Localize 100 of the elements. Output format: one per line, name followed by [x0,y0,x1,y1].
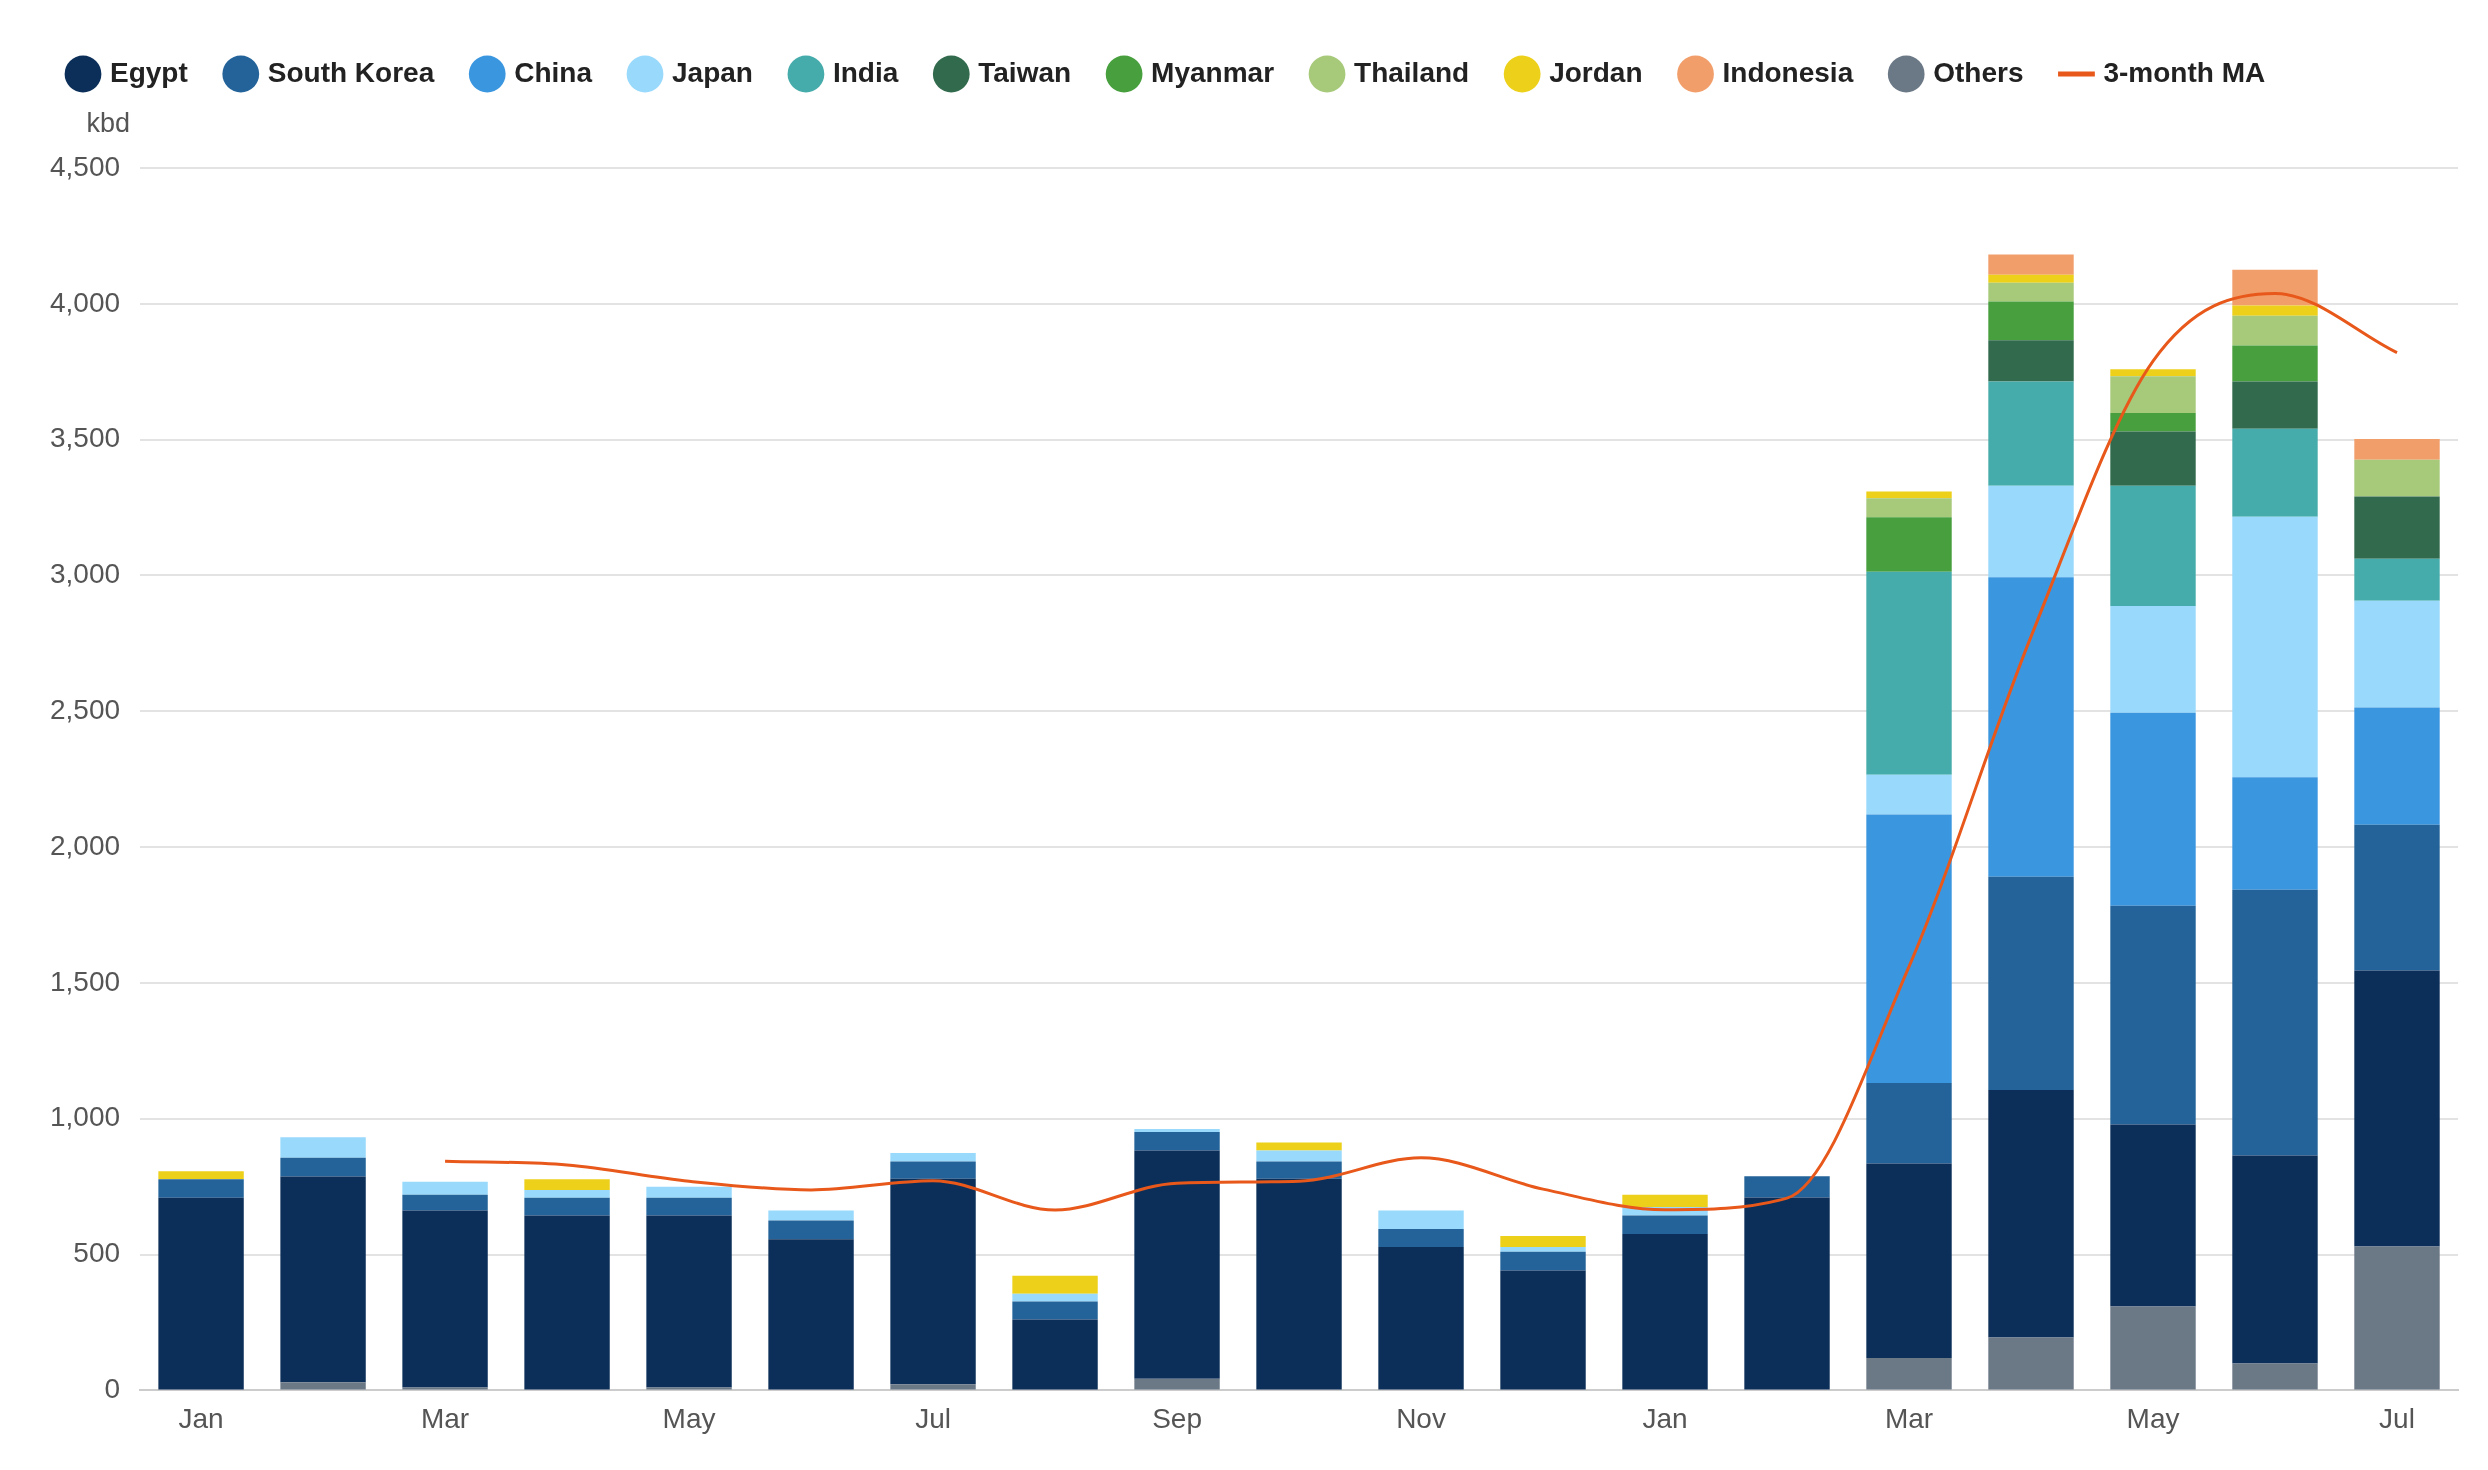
bar [2110,1306,2196,1390]
legend-label: Myanmar [1151,56,1275,88]
bar [1988,1089,2074,1338]
bar [1988,381,2074,486]
legend-label: Egypt [110,56,188,88]
bar [524,1197,610,1216]
bar [1012,1319,1098,1390]
bar [2232,516,2318,778]
bar [524,1215,610,1390]
y-tick-label: 3,500 [49,422,121,454]
x-tick-label: Nov [1396,1402,1446,1434]
legend-label: Japan [672,56,753,88]
y-tick-label: 4,000 [49,286,121,318]
bar [1500,1251,1586,1271]
bar [2232,777,2318,890]
y-tick-label: 500 [73,1237,121,1269]
bar [2354,707,2440,825]
y-tick-label: 0 [104,1373,121,1405]
bar [768,1210,854,1221]
legend-label: Others [1933,56,2024,88]
bar [646,1186,732,1198]
x-tick-label: May [2126,1402,2180,1434]
x-tick-label: Mar [420,1402,470,1434]
bar [280,1382,366,1390]
bar [1500,1270,1586,1390]
bar [158,1179,244,1198]
x-tick-label: Mar [1884,1402,1934,1434]
y-tick-label: 2,500 [49,694,121,726]
legend-label: Thailand [1354,56,1470,88]
bar [2232,381,2318,429]
bar [1744,1176,1830,1198]
bar [1256,1150,1342,1162]
bar [2110,605,2196,713]
bar [768,1239,854,1390]
bar [1866,1358,1952,1390]
bar [280,1157,366,1177]
bar [2354,600,2440,708]
bar [402,1210,488,1388]
bar [2232,1363,2318,1390]
bar [768,1220,854,1240]
bar [646,1215,732,1388]
bar [1744,1197,1830,1390]
bar [2110,369,2196,377]
bar [1256,1161,1342,1179]
bar [2354,824,2440,971]
bar [280,1137,366,1158]
bar [158,1171,244,1180]
bar [646,1197,732,1216]
bar [1256,1142,1342,1151]
y-tick-label: 2,000 [49,829,121,861]
x-tick-label: Jan [178,1402,224,1434]
bar [1988,876,2074,1090]
x-tick-label: Jul [2379,1402,2415,1434]
bar [2110,413,2196,432]
bar [890,1152,976,1162]
bar [1256,1178,1342,1390]
bar [1622,1194,1708,1208]
bar [158,1197,244,1390]
bar [1988,485,2074,578]
legend-label: 3-month MA [2103,56,2266,88]
legend-label: South Korea [267,56,435,88]
legend-label: Indonesia [1722,56,1854,88]
bar [1378,1229,1464,1247]
bar [2232,428,2318,517]
bar [2232,1155,2318,1364]
bar [2232,345,2318,382]
bar [2232,269,2318,306]
bar [2354,558,2440,601]
bar [2354,459,2440,497]
bar [280,1176,366,1383]
y-tick-label: 4,500 [49,150,121,182]
x-tick-label: Jan [1642,1402,1688,1434]
bar [1866,774,1952,815]
bar [2110,485,2196,606]
line-series [443,292,2399,1212]
bar [1134,1150,1220,1379]
bar [890,1161,976,1179]
bar [2232,305,2318,316]
bar [1866,571,1952,775]
bar [524,1189,610,1198]
bar [1866,517,1952,572]
x-tick-label: Sep [1152,1402,1202,1434]
bar [890,1384,976,1390]
bar [1500,1236,1586,1247]
legend-label: Taiwan [978,56,1072,88]
bar [1988,254,2074,275]
legend-label: Jordan [1549,56,1643,88]
bar [2354,496,2440,559]
bar [1866,814,1952,1083]
bar [402,1181,488,1195]
legend-label: China [514,56,593,88]
bar [1378,1246,1464,1390]
y-tick-label: 1,500 [49,965,121,997]
bar [890,1178,976,1385]
legend-label: India [832,56,899,88]
bar [1988,282,2074,302]
bar [2110,431,2196,486]
bar [1988,274,2074,283]
bar [1134,1132,1220,1151]
y-axis-title: kbd [86,107,131,138]
